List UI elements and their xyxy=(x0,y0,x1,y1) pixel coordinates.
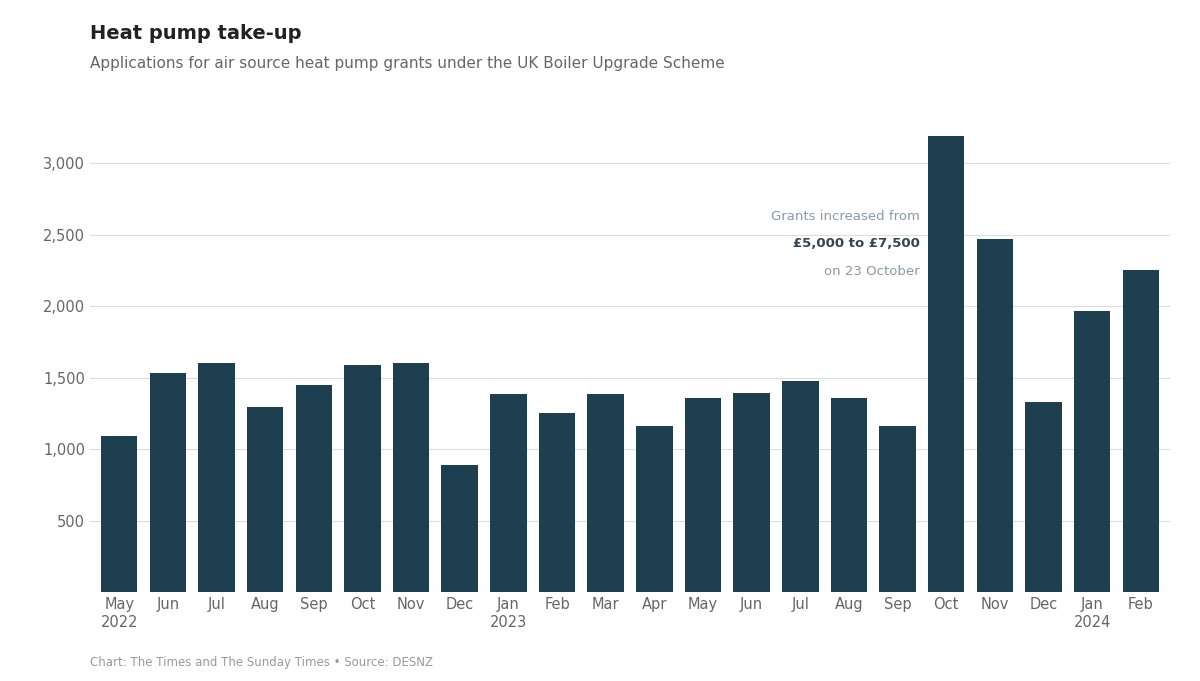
Bar xyxy=(685,398,721,592)
Text: on 23 October: on 23 October xyxy=(824,265,919,278)
Bar xyxy=(1074,311,1110,592)
Bar xyxy=(928,136,965,592)
Bar xyxy=(830,398,868,592)
Bar xyxy=(539,413,575,592)
Bar xyxy=(1025,402,1062,592)
Bar xyxy=(101,437,138,592)
Bar xyxy=(392,364,430,592)
Bar xyxy=(490,394,527,592)
Bar xyxy=(442,465,478,592)
Text: Heat pump take-up: Heat pump take-up xyxy=(90,24,301,43)
Text: £5,000 to £7,500: £5,000 to £7,500 xyxy=(792,238,919,251)
Bar xyxy=(1122,270,1159,592)
Text: Chart: The Times and The Sunday Times • Source: DESNZ: Chart: The Times and The Sunday Times • … xyxy=(90,656,433,669)
Bar xyxy=(344,365,380,592)
Bar xyxy=(880,426,916,592)
Bar xyxy=(150,373,186,592)
Bar xyxy=(198,364,235,592)
Bar xyxy=(782,381,818,592)
Bar xyxy=(247,407,283,592)
Bar xyxy=(588,394,624,592)
Bar xyxy=(977,239,1013,592)
Bar xyxy=(733,393,770,592)
Bar xyxy=(636,426,672,592)
Text: Grants increased from: Grants increased from xyxy=(770,210,919,223)
Text: Applications for air source heat pump grants under the UK Boiler Upgrade Scheme: Applications for air source heat pump gr… xyxy=(90,56,725,71)
Bar xyxy=(295,385,332,592)
